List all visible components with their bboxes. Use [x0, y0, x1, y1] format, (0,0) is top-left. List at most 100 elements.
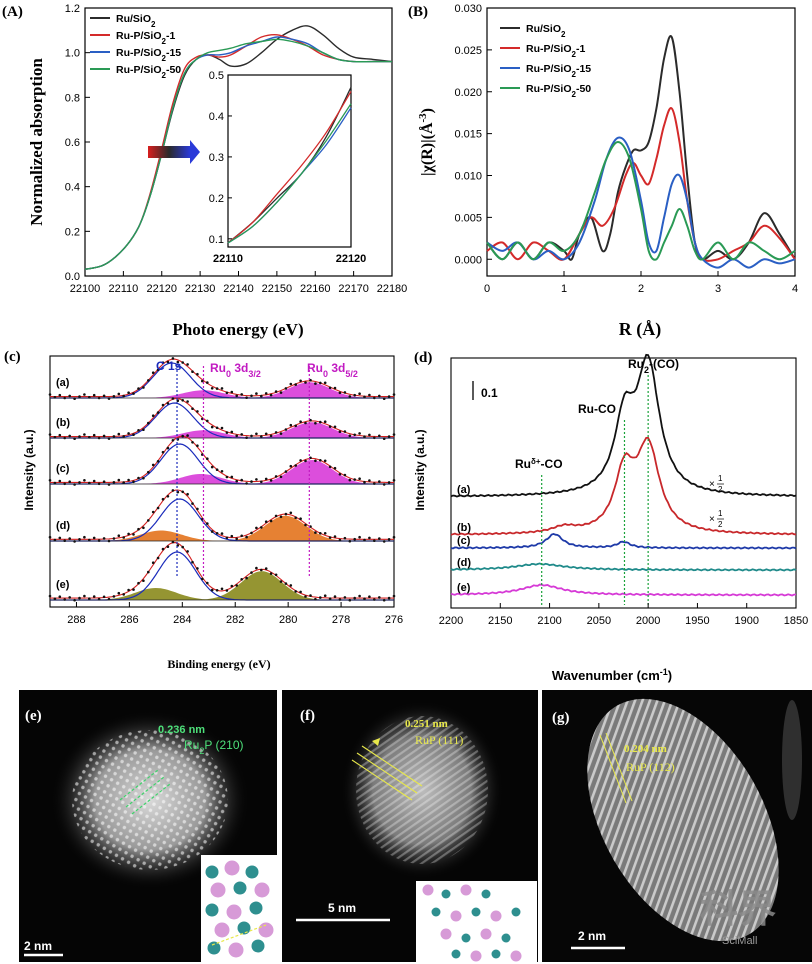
data-point	[191, 407, 194, 411]
data-point	[78, 538, 81, 541]
data-point	[250, 571, 253, 574]
data-point	[284, 387, 288, 390]
data-point	[274, 390, 278, 393]
data-point	[264, 567, 268, 570]
x-tick-label: 22170	[338, 283, 369, 295]
y-tick-label: 0.000	[454, 254, 482, 266]
data-point	[215, 387, 219, 390]
data-point	[196, 507, 199, 511]
data-point	[269, 479, 273, 482]
x-tick-label: 278	[332, 614, 350, 626]
ru-3d52-fill	[50, 515, 394, 541]
data-point	[156, 411, 160, 414]
data-point	[260, 480, 263, 484]
data-point	[274, 431, 278, 434]
data-point	[269, 519, 273, 523]
arrow-icon	[148, 146, 190, 158]
data-point	[196, 567, 199, 570]
data-point	[206, 419, 209, 423]
spectrum-label: (c)	[457, 535, 471, 547]
data-point	[294, 424, 298, 428]
data-point	[220, 387, 224, 390]
data-point	[220, 532, 224, 535]
data-point	[225, 589, 229, 592]
data-point	[368, 393, 371, 397]
data-point	[206, 522, 209, 525]
data-point	[353, 596, 357, 600]
data-point	[117, 432, 121, 436]
data-point	[279, 475, 283, 479]
data-point	[264, 520, 268, 523]
spectrum-label: (d)	[457, 557, 471, 569]
spectrum-label: (a)	[56, 377, 70, 389]
data-point	[186, 363, 189, 366]
data-point	[78, 481, 81, 484]
data-point	[230, 534, 234, 538]
atom	[245, 865, 259, 879]
c1s-annotation: C 1s	[156, 359, 182, 373]
panel-b-ticks: 0 1 2 3 4 0.000 0.005 0.010 0.015 0.020 0.025 0.030	[454, 3, 798, 295]
data-point	[225, 431, 229, 434]
data-point	[260, 435, 263, 438]
ru-3d32-fill	[50, 588, 394, 600]
x-tick-label: 284	[173, 614, 191, 626]
data-point	[343, 430, 347, 433]
atom	[233, 881, 247, 895]
scale-f: 5 nm	[328, 901, 356, 915]
data-point	[358, 477, 361, 481]
data-point	[304, 595, 307, 598]
panel-c-ticks: 288 286 284 282 280 278 276	[67, 602, 403, 626]
x-tick-label: 22110	[108, 283, 138, 295]
legend-label: Ru-P/SiO2-15	[526, 63, 591, 79]
atom	[491, 949, 501, 959]
data-point	[255, 566, 258, 570]
envelope-fit-line	[50, 489, 394, 540]
watermark-logo: 科界	[700, 887, 776, 931]
data-point	[323, 532, 327, 535]
data-point	[161, 450, 165, 454]
data-point	[378, 480, 381, 483]
data-point	[132, 533, 135, 536]
scale-e: 2 nm	[24, 939, 52, 953]
x-tick-label: 22120	[146, 283, 177, 295]
data-point	[382, 483, 386, 486]
inset-y-tick-label: 0.4	[209, 111, 224, 123]
data-point	[210, 465, 214, 469]
data-point	[58, 393, 62, 397]
x-tick-label: 22140	[223, 283, 254, 295]
x-tick-label: 282	[226, 614, 244, 626]
x-tick-label: 2	[638, 283, 644, 295]
atom	[249, 901, 263, 915]
spacing-e: 0.236 nm	[158, 724, 205, 736]
data-point	[304, 421, 307, 425]
y-tick-label: 0.8	[65, 92, 80, 104]
data-point	[58, 595, 62, 598]
data-point	[230, 390, 234, 394]
micrograph-g: (g) 0.204 nm RuP (112) 2 nm 科界 SciMall	[542, 690, 812, 962]
data-point	[392, 594, 396, 598]
watermark-text: SciMall	[722, 935, 757, 947]
data-point	[240, 478, 243, 482]
scale-g: 2 nm	[578, 929, 606, 943]
panel-a-series	[84, 25, 393, 270]
data-point	[353, 537, 357, 541]
data-point	[161, 497, 165, 501]
data-point	[186, 434, 189, 437]
data-point	[132, 392, 135, 395]
data-point	[328, 386, 332, 390]
data-point	[235, 479, 238, 483]
half-multiplier-a: × 1 2	[709, 474, 724, 494]
data-point	[171, 439, 175, 442]
data-point	[132, 588, 135, 591]
data-point	[338, 391, 342, 395]
data-point	[240, 578, 243, 581]
ru-3d32-fill	[50, 390, 394, 398]
data-point	[363, 597, 366, 601]
data-point	[309, 594, 312, 597]
data-point	[181, 399, 184, 402]
series-line	[486, 140, 796, 261]
atom	[440, 928, 452, 940]
data-point	[122, 593, 125, 596]
y-tick-label: 0.2	[65, 226, 80, 238]
data-point	[387, 538, 391, 541]
